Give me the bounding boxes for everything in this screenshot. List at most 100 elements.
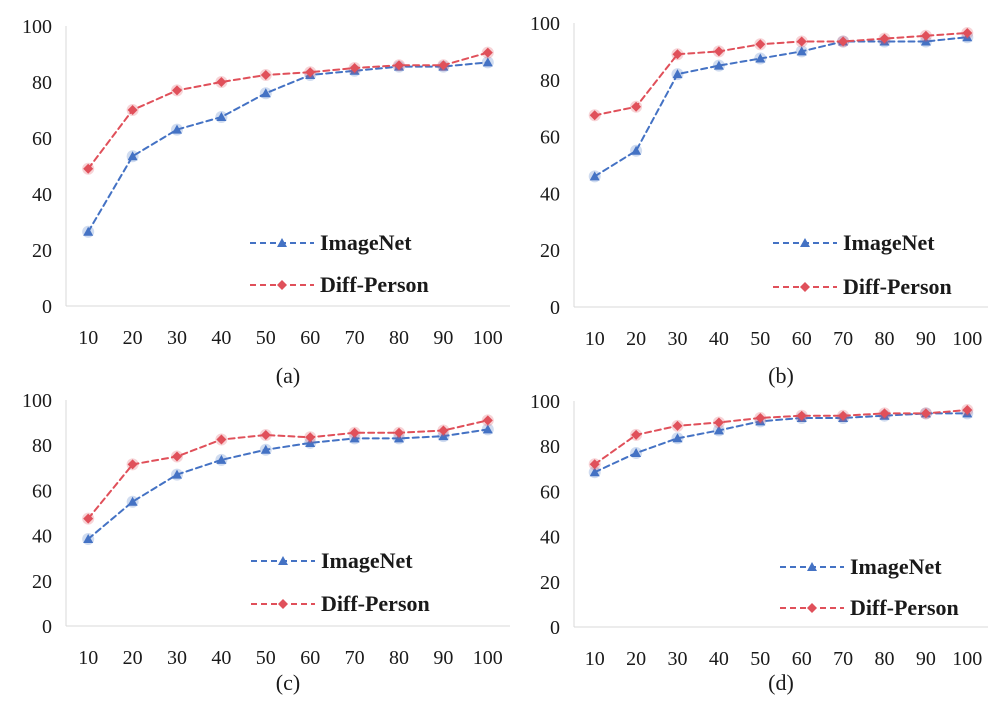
x-tick-label: 80: [389, 327, 409, 349]
data-point: [216, 434, 227, 445]
data-point: [349, 427, 360, 438]
y-tick-label: 40: [32, 526, 52, 548]
y-tick-label: 20: [540, 240, 560, 262]
x-tick-label: 10: [78, 647, 98, 669]
x-tick-label: 100: [952, 648, 982, 670]
legend-item: ImageNet: [780, 554, 942, 579]
data-point: [83, 533, 94, 543]
data-point: [631, 145, 642, 155]
data-point: [482, 47, 493, 58]
data-point: [755, 53, 766, 63]
y-tick-label: 100: [530, 391, 560, 413]
x-tick-label: 30: [167, 327, 187, 349]
data-point: [216, 112, 227, 121]
x-tick-label: 20: [123, 647, 143, 669]
data-point: [260, 70, 271, 80]
x-tick-label: 50: [256, 647, 276, 669]
data-point: [438, 431, 449, 441]
data-point: [127, 459, 138, 470]
series-line-diff-person: [593, 31, 969, 117]
legend-item: ImageNet: [251, 548, 413, 573]
data-point: [672, 433, 683, 443]
x-tick-label: 80: [875, 328, 895, 350]
data-point: [755, 412, 766, 423]
x-tick-label: 80: [875, 648, 895, 670]
x-tick-label: 40: [211, 647, 231, 669]
x-tick-label: 10: [585, 328, 605, 350]
data-point: [920, 36, 931, 46]
x-tick-label: 20: [123, 327, 143, 349]
x-tick-label: 20: [626, 648, 646, 670]
data-point: [713, 46, 724, 57]
series-line-imagenet: [593, 412, 969, 474]
y-tick-label: 40: [540, 527, 560, 549]
series-line-imagenet: [87, 61, 489, 233]
x-tick-label: 30: [167, 647, 187, 669]
data-point: [713, 60, 724, 70]
y-tick-label: 100: [22, 16, 52, 38]
chart-panel-3: 0 20 40 60 80 100 10 20 30 40 50 60 70 80 90 100 ImageNe…: [22, 390, 510, 695]
x-tick-label: 40: [709, 648, 729, 670]
y-tick-label: 20: [540, 572, 560, 594]
y-tick-label: 80: [32, 435, 52, 457]
legend-item: Diff-Person: [250, 272, 429, 297]
legend-item: ImageNet: [250, 230, 412, 255]
x-tick-label: 60: [300, 327, 320, 349]
x-tick-label: 100: [473, 647, 503, 669]
data-point: [672, 69, 683, 79]
data-point: [172, 124, 182, 134]
data-point: [127, 496, 138, 506]
chart-panel-1: 0 20 40 60 80 100 10 20 30 40 50 60 70 80 90 100 ImageNe…: [22, 16, 510, 388]
data-point: [713, 425, 724, 435]
x-tick-label: 70: [833, 328, 853, 350]
data-point: [438, 425, 449, 436]
y-tick-label: 100: [22, 390, 52, 412]
legend-marker: [807, 603, 817, 613]
legend-marker: [278, 599, 288, 609]
data-point: [482, 415, 493, 426]
data-point: [127, 151, 138, 161]
x-tick-label: 10: [78, 327, 98, 349]
x-tick-label: 40: [211, 327, 231, 349]
data-point: [589, 467, 600, 477]
data-point: [216, 454, 227, 464]
x-tick-label: 30: [668, 328, 688, 350]
legend-marker: [278, 556, 288, 565]
data-point: [394, 433, 404, 443]
x-tick-label: 60: [792, 648, 812, 670]
data-point: [838, 36, 849, 47]
x-tick-label: 70: [345, 647, 365, 669]
x-tick-label: 50: [750, 328, 770, 350]
x-tick-label: 40: [709, 328, 729, 350]
data-point: [83, 513, 94, 524]
y-tick-label: 100: [530, 13, 560, 35]
x-tick-label: 90: [433, 647, 453, 669]
data-point: [796, 46, 807, 56]
y-tick-label: 0: [42, 616, 52, 638]
data-point: [631, 429, 642, 440]
legend-marker: [800, 238, 810, 247]
x-tick-label: 70: [345, 327, 365, 349]
legend-marker: [800, 282, 810, 292]
data-point: [631, 101, 642, 112]
legend-marker: [807, 562, 817, 571]
x-tick-label: 50: [256, 327, 276, 349]
series-line-diff-person: [87, 419, 489, 520]
data-point: [172, 469, 182, 479]
data-point: [482, 57, 493, 67]
y-tick-label: 0: [42, 296, 52, 318]
data-point: [438, 60, 449, 71]
legend-marker: [277, 238, 287, 247]
x-tick-label: 10: [585, 648, 605, 670]
data-point: [83, 163, 94, 174]
series-line-diff-person: [87, 51, 489, 170]
x-tick-label: 80: [389, 647, 409, 669]
x-tick-label: 70: [833, 648, 853, 670]
x-tick-label: 50: [750, 648, 770, 670]
y-tick-label: 60: [540, 127, 560, 149]
data-point: [394, 427, 404, 438]
x-tick-label: 20: [626, 328, 646, 350]
y-tick-label: 40: [540, 183, 560, 205]
data-point: [127, 105, 138, 115]
